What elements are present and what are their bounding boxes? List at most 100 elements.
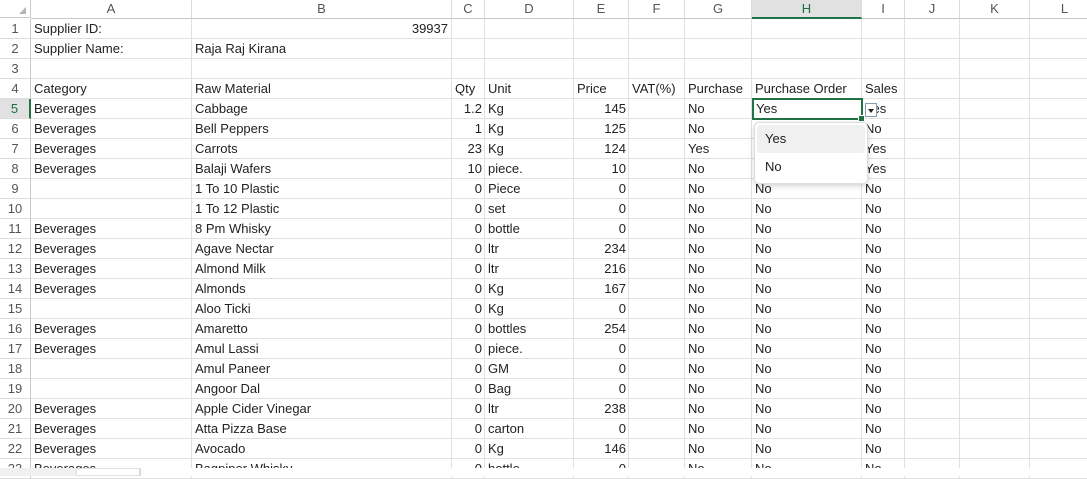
- row-header[interactable]: 2: [0, 39, 31, 59]
- table-cell[interactable]: Apple Cider Vinegar: [192, 399, 452, 419]
- table-cell[interactable]: No: [685, 339, 752, 359]
- cell[interactable]: [960, 399, 1030, 419]
- table-cell[interactable]: 1 To 12 Plastic: [192, 199, 452, 219]
- table-cell[interactable]: No: [862, 319, 905, 339]
- table-cell[interactable]: Amul Paneer: [192, 359, 452, 379]
- cell[interactable]: [752, 59, 862, 79]
- table-cell[interactable]: No: [685, 379, 752, 399]
- table-cell[interactable]: Kg: [485, 139, 574, 159]
- table-cell[interactable]: piece.: [485, 159, 574, 179]
- cell[interactable]: [862, 19, 905, 39]
- table-cell[interactable]: Beverages: [31, 319, 192, 339]
- cell[interactable]: [192, 59, 452, 79]
- table-cell[interactable]: 0: [452, 319, 485, 339]
- table-cell[interactable]: Aloo Ticki: [192, 299, 452, 319]
- table-cell[interactable]: No: [752, 299, 862, 319]
- table-cell[interactable]: Beverages: [31, 399, 192, 419]
- cell[interactable]: [1030, 259, 1087, 279]
- table-cell[interactable]: No: [752, 319, 862, 339]
- cell[interactable]: [862, 59, 905, 79]
- select-all-button[interactable]: [0, 0, 31, 18]
- cell[interactable]: [1030, 319, 1087, 339]
- table-cell[interactable]: 0: [574, 179, 629, 199]
- cell[interactable]: [1030, 119, 1087, 139]
- table-cell[interactable]: 0: [452, 339, 485, 359]
- table-cell[interactable]: Beverages: [31, 159, 192, 179]
- column-header-k[interactable]: K: [960, 0, 1030, 19]
- cell[interactable]: [905, 59, 960, 79]
- table-cell[interactable]: 125: [574, 119, 629, 139]
- column-header-l[interactable]: L: [1030, 0, 1087, 19]
- cell[interactable]: [905, 359, 960, 379]
- row-header[interactable]: 19: [0, 379, 31, 399]
- column-header-c[interactable]: C: [452, 0, 485, 19]
- cell[interactable]: [905, 119, 960, 139]
- table-cell[interactable]: No: [752, 239, 862, 259]
- table-cell[interactable]: Atta Pizza Base: [192, 419, 452, 439]
- table-cell[interactable]: No: [685, 219, 752, 239]
- cell[interactable]: [905, 19, 960, 39]
- active-cell-h5[interactable]: Yes: [752, 98, 865, 122]
- table-cell[interactable]: 124: [574, 139, 629, 159]
- table-cell[interactable]: No: [862, 239, 905, 259]
- table-cell[interactable]: Almonds: [192, 279, 452, 299]
- table-cell[interactable]: No: [685, 439, 752, 459]
- table-cell[interactable]: 216: [574, 259, 629, 279]
- table-cell[interactable]: Yes: [862, 139, 905, 159]
- cell[interactable]: [960, 299, 1030, 319]
- table-cell[interactable]: Agave Nectar: [192, 239, 452, 259]
- table-cell[interactable]: No: [752, 399, 862, 419]
- table-cell[interactable]: No: [862, 439, 905, 459]
- cell[interactable]: [960, 259, 1030, 279]
- table-cell[interactable]: Kg: [485, 119, 574, 139]
- row-header[interactable]: 13: [0, 259, 31, 279]
- table-cell[interactable]: Bell Peppers: [192, 119, 452, 139]
- table-cell[interactable]: Kg: [485, 299, 574, 319]
- table-cell[interactable]: Beverages: [31, 119, 192, 139]
- row-header[interactable]: 4: [0, 79, 31, 99]
- dropdown-option-yes[interactable]: Yes: [757, 125, 865, 153]
- row-header[interactable]: 22: [0, 439, 31, 459]
- cell[interactable]: [629, 259, 685, 279]
- supplier-name-value[interactable]: Raja Raj Kirana: [192, 39, 452, 59]
- cell[interactable]: [629, 179, 685, 199]
- cell[interactable]: [1030, 279, 1087, 299]
- table-cell[interactable]: No: [862, 299, 905, 319]
- table-cell[interactable]: No: [752, 359, 862, 379]
- cell[interactable]: [31, 179, 192, 199]
- table-cell[interactable]: ltr: [485, 239, 574, 259]
- table-cell[interactable]: No: [862, 339, 905, 359]
- cell[interactable]: [1030, 419, 1087, 439]
- cell[interactable]: [1030, 39, 1087, 59]
- table-cell[interactable]: 0: [452, 239, 485, 259]
- table-cell[interactable]: 0: [574, 219, 629, 239]
- cell[interactable]: [629, 59, 685, 79]
- cell[interactable]: [960, 419, 1030, 439]
- row-header[interactable]: 16: [0, 319, 31, 339]
- cell[interactable]: [452, 39, 485, 59]
- table-cell[interactable]: 145: [574, 99, 629, 119]
- table-cell[interactable]: Beverages: [31, 99, 192, 119]
- table-cell[interactable]: Kg: [485, 439, 574, 459]
- cell[interactable]: [960, 139, 1030, 159]
- table-cell[interactable]: 0: [452, 219, 485, 239]
- table-cell[interactable]: 0: [452, 439, 485, 459]
- table-cell[interactable]: 234: [574, 239, 629, 259]
- table-cell[interactable]: Kg: [485, 279, 574, 299]
- table-cell[interactable]: No: [752, 199, 862, 219]
- table-cell[interactable]: Beverages: [31, 239, 192, 259]
- table-cell[interactable]: Bag: [485, 379, 574, 399]
- cell[interactable]: [905, 179, 960, 199]
- table-cell[interactable]: 146: [574, 439, 629, 459]
- table-cell[interactable]: 0: [574, 379, 629, 399]
- cell[interactable]: [629, 99, 685, 119]
- table-cell[interactable]: No: [862, 419, 905, 439]
- column-header-d[interactable]: D: [485, 0, 574, 19]
- table-cell[interactable]: 0: [574, 299, 629, 319]
- table-cell[interactable]: bottles: [485, 319, 574, 339]
- table-cell[interactable]: No: [685, 159, 752, 179]
- table-cell[interactable]: Almond Milk: [192, 259, 452, 279]
- cell[interactable]: [629, 439, 685, 459]
- cell[interactable]: [31, 59, 192, 79]
- cell[interactable]: [960, 219, 1030, 239]
